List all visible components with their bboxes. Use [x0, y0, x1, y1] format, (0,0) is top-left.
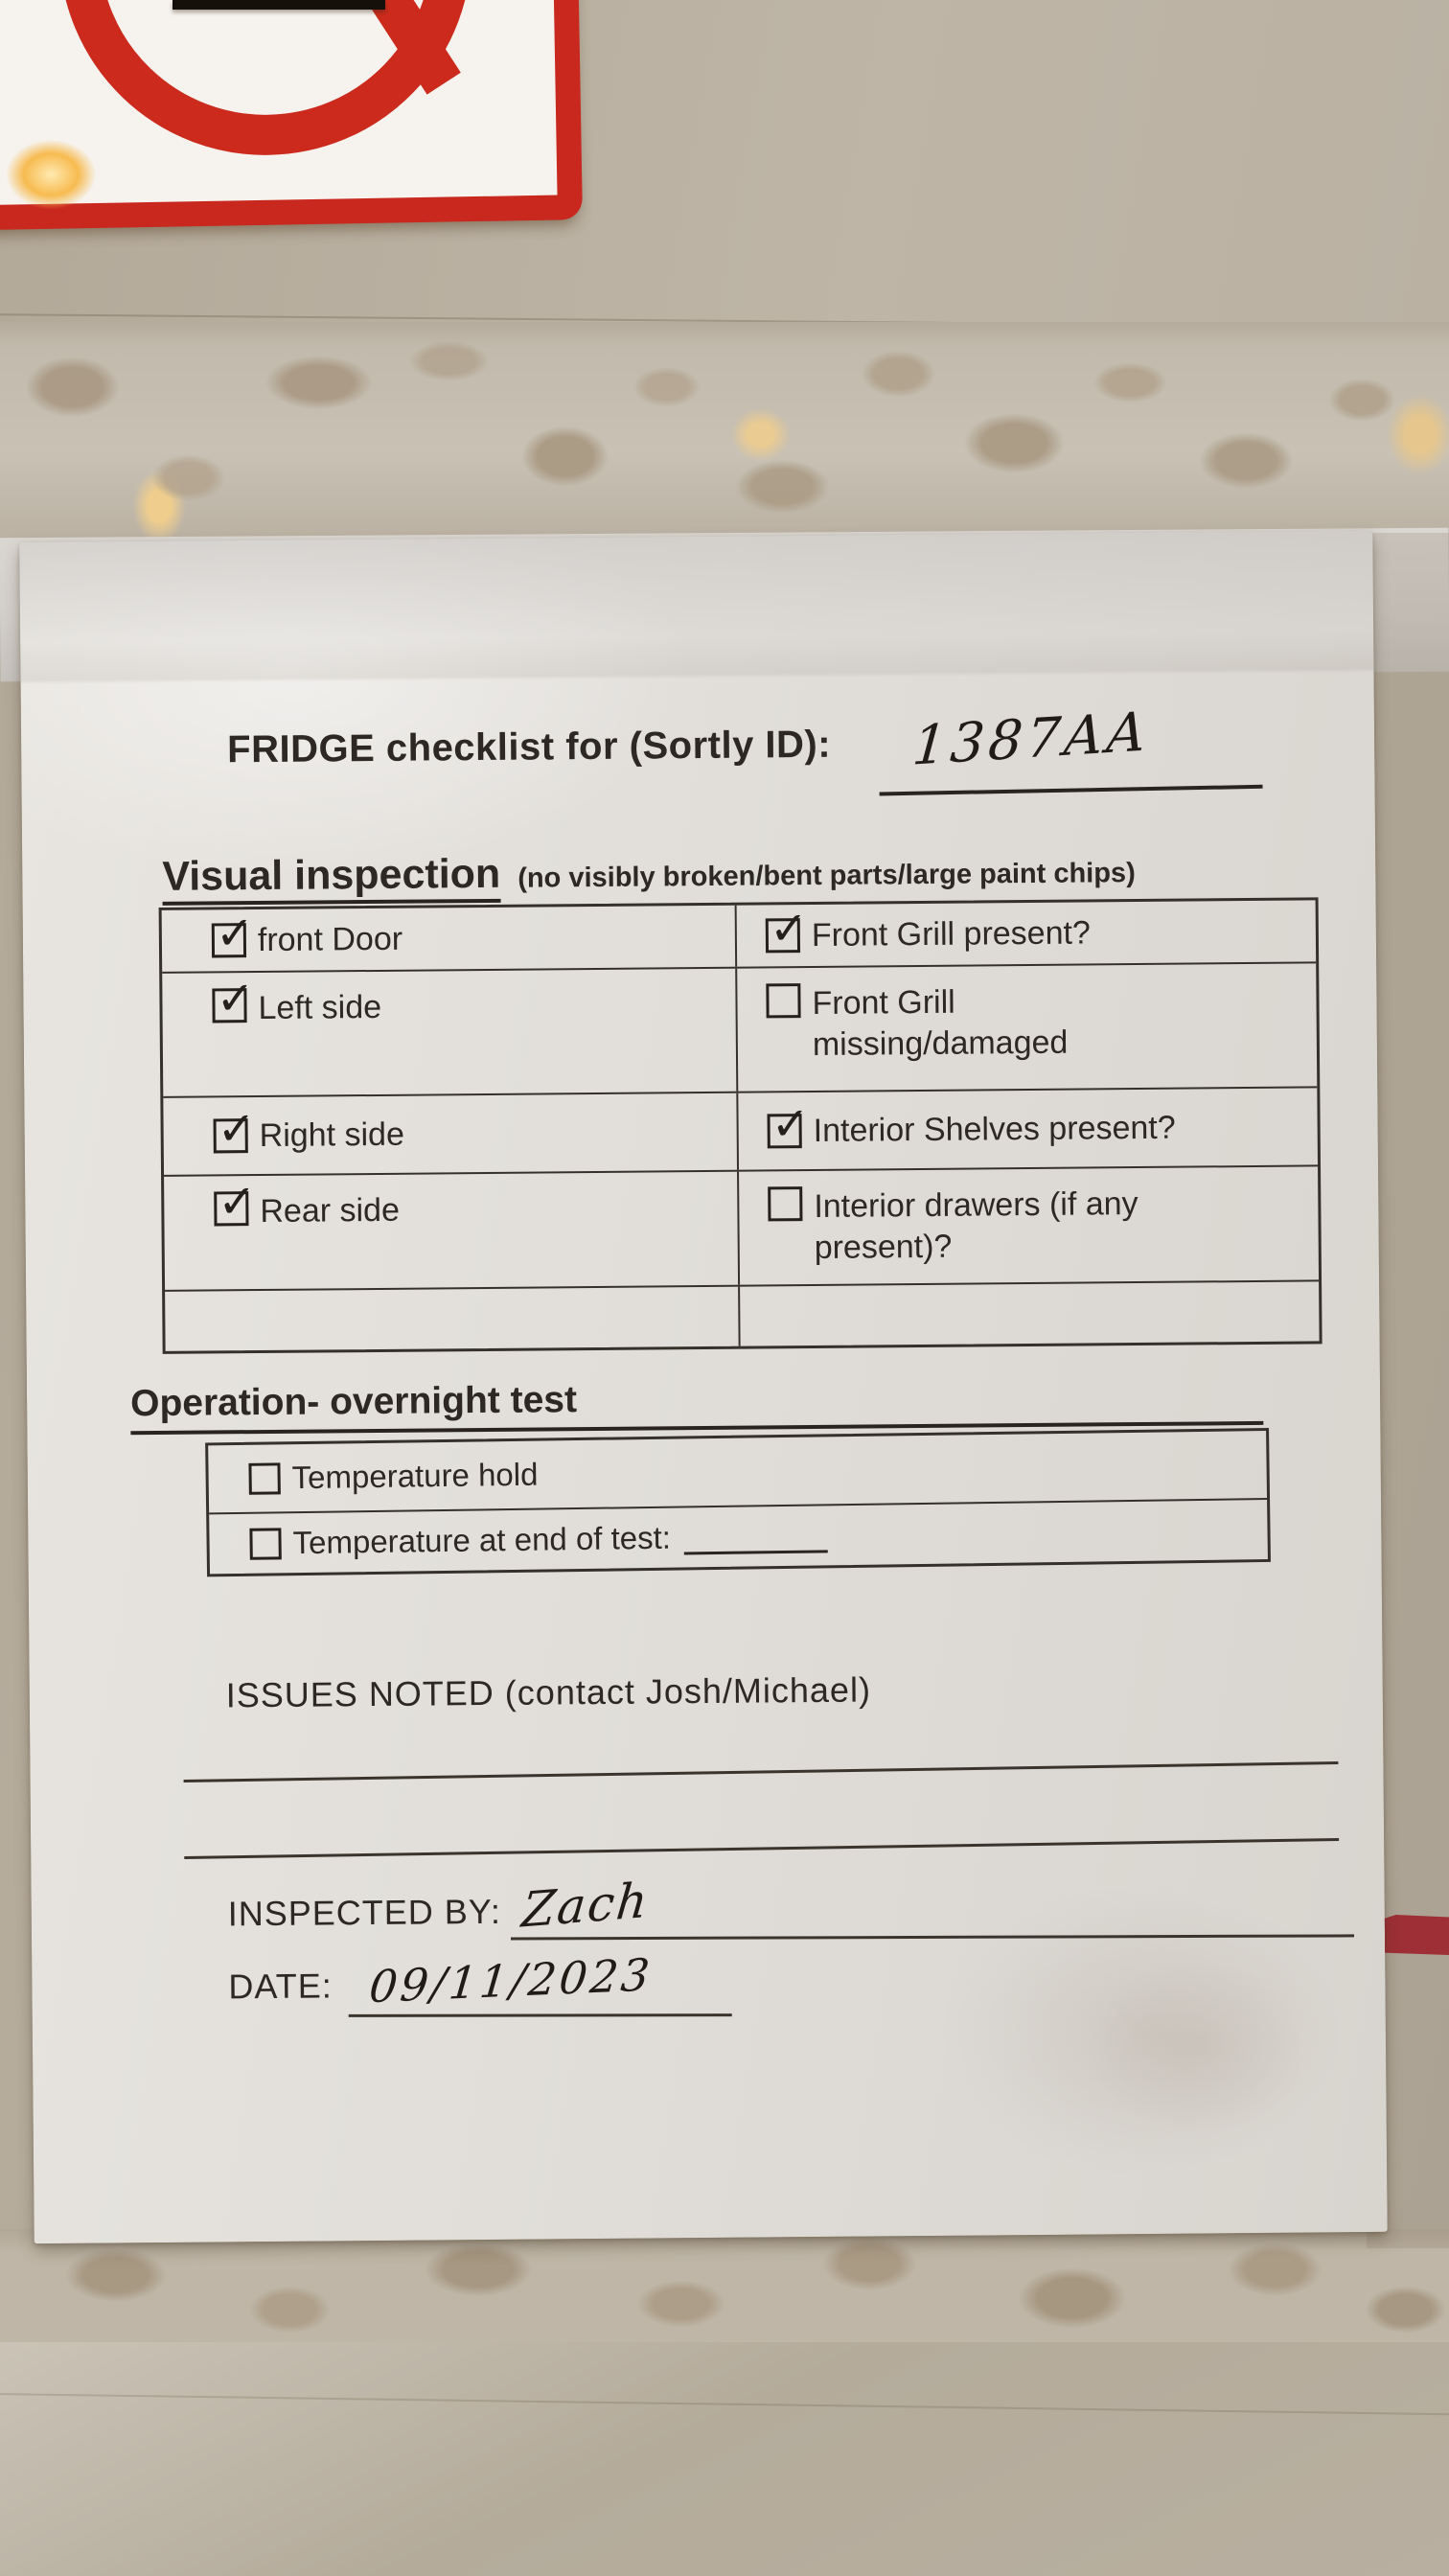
- checkbox-label: Rear side: [260, 1191, 401, 1230]
- table-cell: Left side: [162, 968, 739, 1096]
- visual-inspection-table: front Door Front Grill present? Left sid…: [158, 897, 1322, 1354]
- table-cell: Front Grill present?: [737, 900, 1317, 966]
- checkbox-label: Interior drawers (if any present)?: [814, 1185, 1138, 1266]
- operation-table: Temperature hold Temperature at end of t…: [205, 1427, 1271, 1577]
- table-cell: [740, 1281, 1320, 1346]
- table-row: Right side Interior Shelves present?: [163, 1088, 1319, 1177]
- table-cell: Rear side: [164, 1171, 741, 1290]
- light-glare: [0, 123, 134, 226]
- issues-blank-line: [184, 1838, 1340, 1859]
- checkbox-interior-drawers: [768, 1186, 803, 1222]
- table-row: front Door Front Grill present?: [161, 900, 1317, 974]
- checkbox-right-side: [213, 1118, 248, 1154]
- table-cell: front Door: [161, 905, 738, 972]
- checkbox-label: Front Grill missing/damaged: [812, 983, 1069, 1063]
- visual-inspection-subheading: (no visibly broken/bent parts/large pain…: [518, 858, 1136, 894]
- date-label: DATE:: [228, 1966, 333, 2007]
- form-title-row: FRIDGE checklist for (Sortly ID):: [227, 719, 1329, 771]
- checkbox-temperature-hold: [248, 1461, 281, 1495]
- table-cell: [165, 1286, 741, 1351]
- checkbox-front-door: [211, 923, 247, 958]
- visual-inspection-heading: Visual inspection: [162, 850, 501, 906]
- checkbox-label: Right side: [259, 1116, 405, 1154]
- inspected-by-handwriting: Zach: [519, 1872, 653, 1939]
- worn-tape-band-bottom: [0, 2229, 1449, 2344]
- temperature-blank-line: [683, 1518, 829, 1554]
- inspected-by-label: INSPECTED BY:: [227, 1891, 502, 1934]
- issues-blank-line: [183, 1761, 1339, 1782]
- sign-pictogram-fragment: [172, 0, 385, 10]
- checkbox-interior-shelves: [767, 1114, 802, 1149]
- fridge-wall-bottom: [0, 2342, 1449, 2576]
- checkbox-label: Temperature at end of test:: [292, 1519, 672, 1561]
- checkbox-label: Temperature hold: [291, 1456, 539, 1496]
- table-row: Left side Front Grill missing/damaged: [162, 963, 1318, 1098]
- table-row-empty: [165, 1281, 1319, 1351]
- worn-tape-band-top: [0, 322, 1449, 539]
- checkbox-label: Front Grill present?: [811, 914, 1092, 954]
- checkbox-rear-side: [214, 1191, 249, 1227]
- operation-heading: Operation- overnight test: [129, 1372, 1264, 1436]
- date-blank-line: [348, 2013, 732, 2017]
- form-title: FRIDGE checklist for (Sortly ID):: [226, 723, 832, 771]
- sortly-id-handwriting: 1387AA: [909, 701, 1152, 778]
- table-cell: Interior Shelves present?: [738, 1088, 1318, 1169]
- table-cell: Interior drawers (if any present)?: [739, 1166, 1319, 1284]
- red-sticker-fragment: [1373, 1915, 1449, 1955]
- sortly-id-blank-line: [879, 784, 1263, 796]
- checkbox-label: Interior Shelves present?: [813, 1109, 1176, 1149]
- table-cell: Right side: [163, 1092, 740, 1175]
- checkbox-temperature-end: [249, 1527, 282, 1560]
- checkbox-front-grill-present: [765, 918, 801, 954]
- plastic-sleeve-tint: [19, 530, 1374, 685]
- date-handwriting: 09/11/2023: [366, 1948, 656, 2013]
- checklist-paper: FRIDGE checklist for (Sortly ID): 1387AA…: [19, 530, 1388, 2244]
- checkbox-label: front Door: [257, 920, 403, 958]
- table-row: Rear side Interior drawers (if any prese…: [164, 1166, 1320, 1292]
- table-cell: Front Grill missing/damaged: [737, 963, 1317, 1091]
- visual-inspection-heading-row: Visual inspection (no visibly broken/bent…: [162, 845, 1136, 906]
- issues-noted-label: ISSUES NOTED (contact Josh/Michael): [225, 1669, 872, 1715]
- checkbox-front-grill-missing: [766, 983, 801, 1019]
- checkbox-label: Left side: [258, 988, 382, 1027]
- paper-wrinkle-shadow: [1037, 1920, 1357, 2173]
- checkbox-left-side: [212, 988, 247, 1024]
